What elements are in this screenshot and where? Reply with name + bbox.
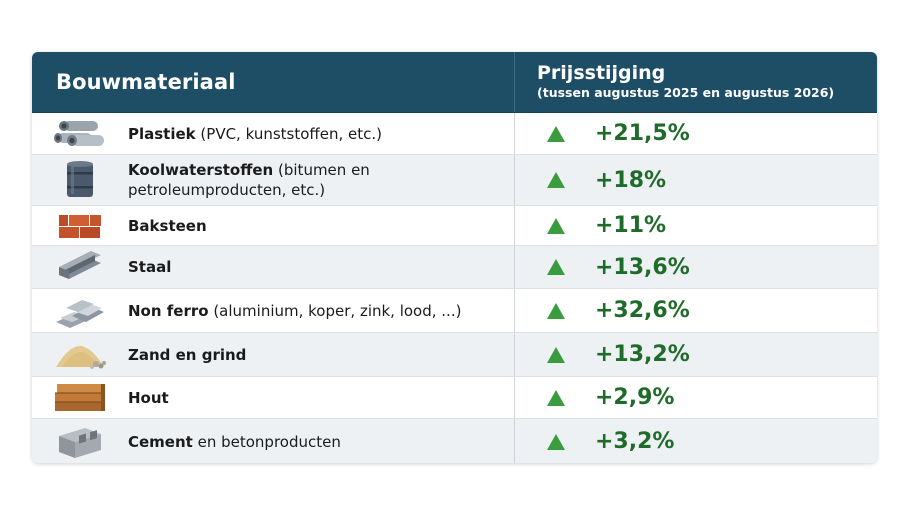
material-name: Hout xyxy=(128,388,169,407)
wood-planks-icon xyxy=(32,382,128,414)
barrel-icon xyxy=(32,160,128,200)
up-arrow-icon xyxy=(547,433,565,450)
up-arrow-icon xyxy=(547,259,565,275)
material-detail-line2: petroleumproducten, etc.) xyxy=(128,181,326,199)
material-detail: (bitumen en xyxy=(273,161,370,179)
material-name: Non ferro xyxy=(128,301,209,320)
header-material: Bouwmateriaal xyxy=(56,70,236,94)
table-row: Non ferro (aluminium, koper, zink, lood,… xyxy=(32,289,877,333)
header-price-subtitle: (tussen augustus 2025 en augustus 2026) xyxy=(537,85,835,100)
material-name: Baksteen xyxy=(128,216,207,235)
price-change: +2,9% xyxy=(595,385,675,410)
price-change: +3,2% xyxy=(595,429,675,454)
material-name: Koolwaterstoffen xyxy=(128,161,274,179)
material-name: Cement xyxy=(128,432,193,451)
price-change: +11% xyxy=(595,213,667,238)
table-row: Baksteen +11% xyxy=(32,206,877,246)
material-detail: (aluminium, koper, zink, lood, ...) xyxy=(208,301,462,320)
price-change: +18% xyxy=(595,167,667,193)
price-change: +32,6% xyxy=(595,298,690,323)
price-table: Bouwmateriaal Prijsstijging (tussen augu… xyxy=(32,52,877,463)
table-row: Koolwaterstoffen (bitumen en petroleumpro… xyxy=(32,155,877,206)
material-name: Zand en grind xyxy=(128,345,247,364)
bricks-icon xyxy=(32,211,128,241)
up-arrow-icon xyxy=(547,389,565,406)
concrete-block-icon xyxy=(32,424,128,460)
price-change: +21,5% xyxy=(595,121,690,146)
material-detail: en betonproducten xyxy=(192,432,341,451)
up-arrow-icon xyxy=(547,172,565,188)
price-change: +13,2% xyxy=(595,342,690,367)
table-row: Cement en betonproducten +3,2% xyxy=(32,419,877,463)
table-row: Staal +13,6% xyxy=(32,246,877,289)
header-price-title: Prijsstijging xyxy=(537,62,666,84)
table-row: Zand en grind +13,2% xyxy=(32,333,877,377)
header-price-increase: Prijsstijging (tussen augustus 2025 en a… xyxy=(514,52,877,112)
steel-beam-icon xyxy=(32,251,128,283)
metal-ingots-icon xyxy=(32,294,128,328)
material-name: Plastiek xyxy=(128,124,196,143)
price-change: +13,6% xyxy=(595,254,690,280)
up-arrow-icon xyxy=(547,302,565,319)
table-header: Bouwmateriaal Prijsstijging (tussen augu… xyxy=(32,52,877,113)
table-row: Plastiek (PVC, kunststoffen, etc.) +21,5… xyxy=(32,113,877,155)
up-arrow-icon xyxy=(547,217,565,234)
sand-pile-icon xyxy=(32,340,128,370)
up-arrow-icon xyxy=(547,346,565,363)
material-name: Staal xyxy=(128,258,172,276)
material-detail: (PVC, kunststoffen, etc.) xyxy=(195,124,382,143)
pipes-icon xyxy=(32,118,128,150)
up-arrow-icon xyxy=(547,125,565,142)
table-row: Hout +2,9% xyxy=(32,377,877,419)
